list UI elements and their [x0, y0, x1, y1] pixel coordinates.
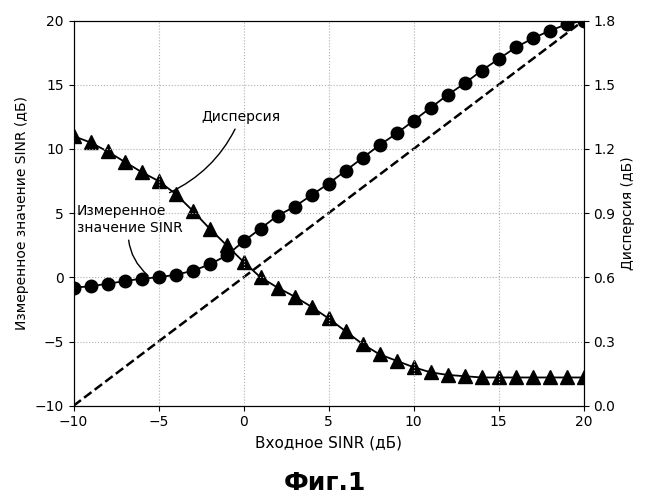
- Text: Измеренное
значение SINR: Измеренное значение SINR: [77, 204, 183, 276]
- Y-axis label: Дисперсия (дБ): Дисперсия (дБ): [621, 156, 635, 270]
- X-axis label: Входное SINR (дБ): Входное SINR (дБ): [255, 435, 402, 450]
- Text: Фиг.1: Фиг.1: [284, 471, 366, 495]
- Y-axis label: Измеренное значение SINR (дБ): Измеренное значение SINR (дБ): [15, 96, 29, 330]
- Text: Дисперсия: Дисперсия: [170, 110, 280, 192]
